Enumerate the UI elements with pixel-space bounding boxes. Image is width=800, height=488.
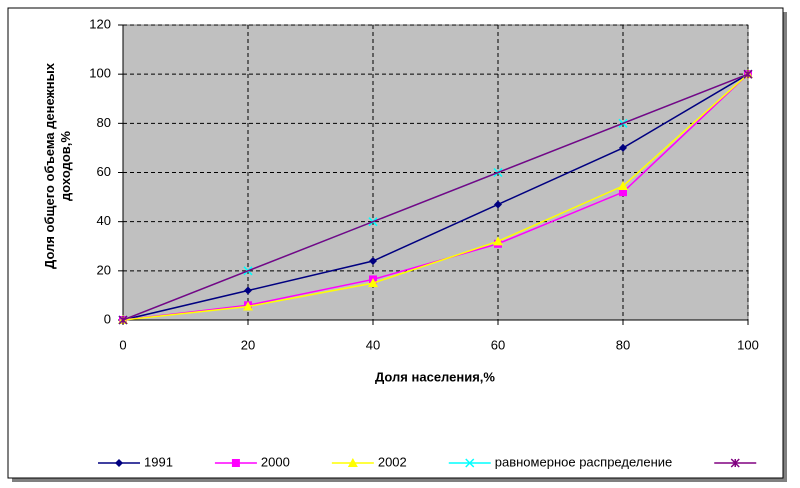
x-tick-label: 20 [241,337,255,352]
legend-marker [347,458,358,467]
series-line [122,73,749,321]
marker [368,278,378,288]
x-axis-label: Доля населения,% [375,369,495,384]
marker [743,69,753,79]
marker [369,257,377,265]
y-tick-label: 20 [97,262,111,277]
y-tick-label: 40 [97,213,111,228]
series-line [122,73,749,321]
x-tick-label: 60 [491,337,505,352]
series-line [122,73,749,321]
x-tick-label: 0 [119,337,126,352]
y-tick-label: 80 [97,115,111,130]
legend-marker [231,459,240,467]
legend-label: 2002 [378,454,407,469]
legend-marker [115,459,123,467]
x-tick-label: 40 [366,337,380,352]
marker [619,143,627,152]
y-axis-label: Доля общего объема денежных доходов,% [42,63,73,269]
marker [494,200,502,209]
marker [244,286,252,295]
legend-marker [465,458,475,468]
x-tick-label: 80 [616,337,630,352]
legend-marker [730,458,740,468]
y-tick-label: 0 [104,311,111,326]
x-tick-label: 100 [737,337,759,352]
marker [618,181,628,191]
y-tick-label: 120 [89,16,111,31]
marker [493,236,503,246]
legend-label: 1991 [144,454,173,469]
legend-label: равномерное распределение [495,454,672,469]
marker [243,301,253,311]
legend-label: 2000 [261,454,290,469]
y-tick-label: 60 [97,164,111,179]
marker [118,315,128,325]
y-tick-label: 100 [89,66,111,81]
marker [619,188,627,197]
